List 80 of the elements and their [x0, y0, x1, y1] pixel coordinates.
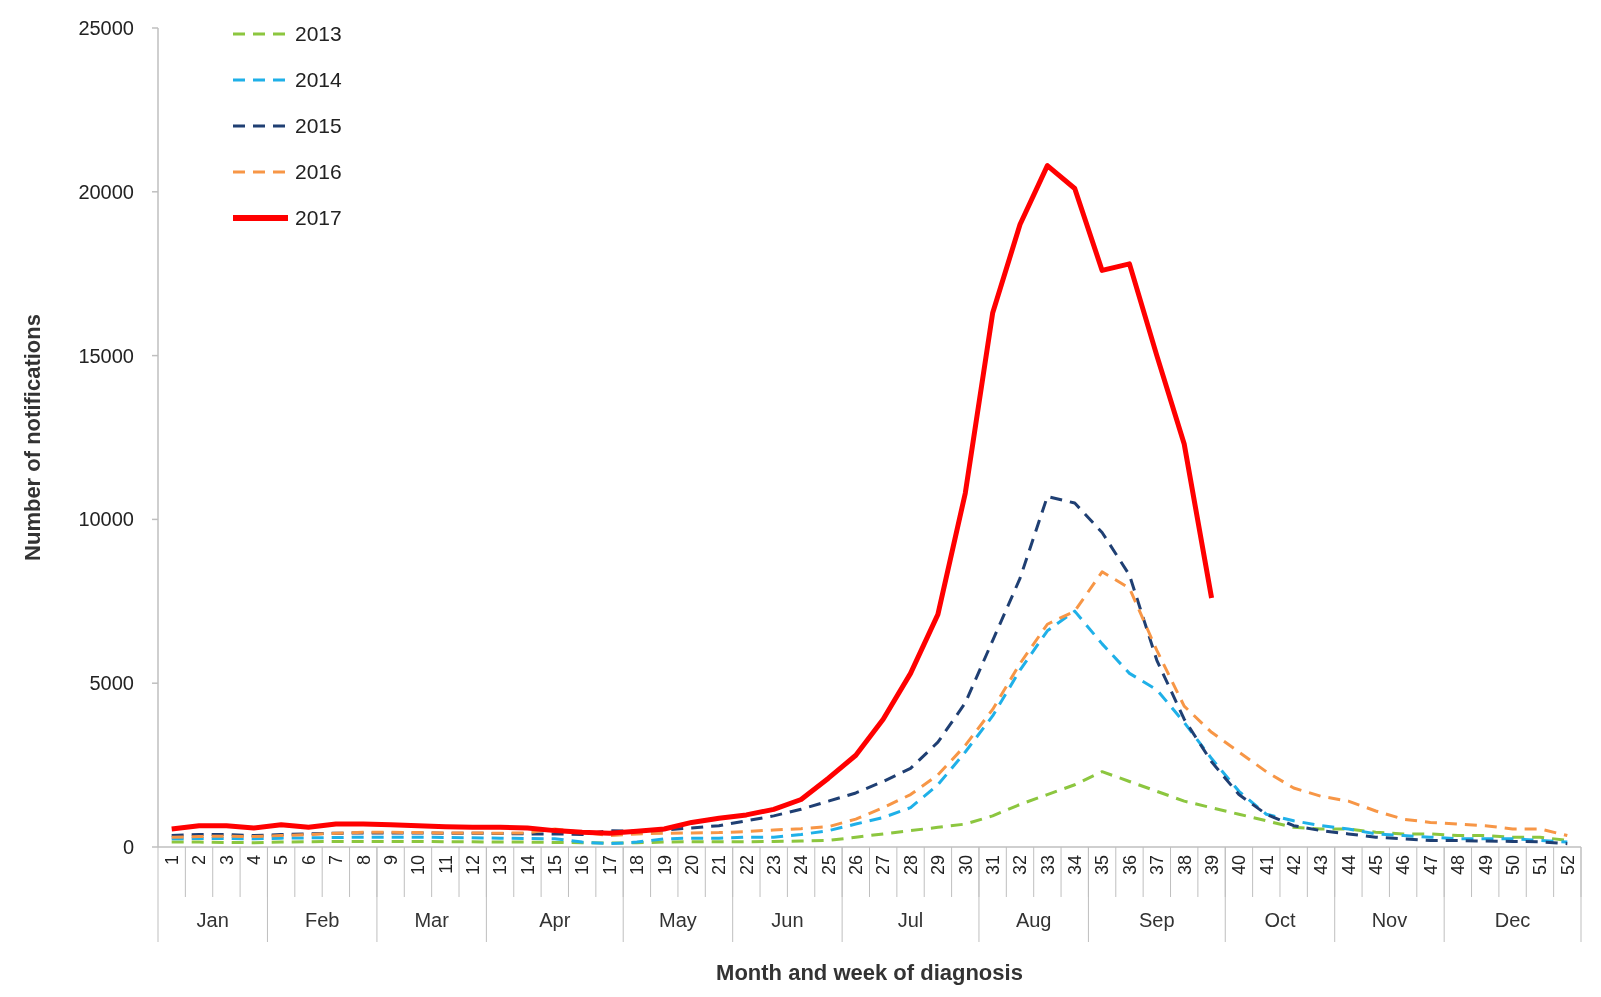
x-tick-label: 32	[1010, 855, 1031, 876]
x-tick-label: 51	[1530, 855, 1551, 876]
y-tick-label: 20000	[78, 180, 134, 203]
y-tick-label: 0	[122, 836, 134, 858]
y-tick-label: 10000	[78, 508, 134, 531]
x-tick-label: 46	[1393, 855, 1414, 876]
x-tick-label: 15	[545, 855, 566, 876]
x-tick-label: 17	[599, 855, 620, 876]
x-tick-label: 26	[846, 855, 867, 876]
x-tick-label: 42	[1283, 855, 1304, 876]
legend-label: 2017	[295, 206, 342, 230]
legend-label: 2014	[295, 68, 343, 92]
x-axis-title: Month and week of diagnosis	[716, 960, 1023, 985]
x-tick-label: 40	[1229, 855, 1250, 876]
x-tick-label: 1	[161, 855, 182, 866]
x-tick-label: 27	[873, 855, 894, 876]
text: Nov	[1371, 909, 1408, 931]
x-tick-label: 37	[1147, 855, 1168, 876]
text: Dec	[1494, 909, 1531, 931]
x-tick-label: 47	[1420, 855, 1441, 876]
text: Apr	[539, 909, 571, 931]
x-tick-label: 29	[928, 855, 949, 876]
legend-label: 2013	[295, 22, 342, 46]
x-tick-label: 23	[764, 855, 785, 876]
x-tick-label: 52	[1557, 855, 1578, 876]
x-tick-label: 6	[298, 855, 319, 866]
x-tick-label: 14	[517, 855, 538, 876]
x-tick-label: 2	[189, 855, 210, 866]
x-tick-label: 9	[380, 855, 401, 866]
x-tick-label: 24	[791, 855, 812, 876]
x-tick-label: 45	[1366, 855, 1387, 876]
x-tick-label: 21	[709, 855, 730, 876]
x-tick-label: 19	[654, 855, 675, 876]
legend-label: 2016	[295, 160, 342, 184]
x-tick-label: 5	[271, 855, 292, 866]
line-series	[170, 494, 1569, 846]
text: Aug	[1015, 909, 1052, 931]
text: Jun	[771, 909, 804, 931]
x-tick-label: 4	[244, 855, 265, 866]
text: Oct	[1264, 909, 1296, 931]
x-tick-label: 20	[681, 855, 702, 876]
x-tick-label: 39	[1201, 855, 1222, 876]
x-tick-label: 13	[490, 855, 511, 876]
x-tick-label: 31	[982, 855, 1003, 876]
x-tick-label: 3	[216, 855, 237, 866]
text: Feb	[304, 909, 340, 931]
x-tick-label: 25	[818, 855, 839, 876]
x-tick-label: 8	[353, 855, 374, 866]
x-tick-label: 49	[1475, 855, 1496, 876]
y-axis-title: Number of notifications	[20, 314, 45, 561]
line-series	[170, 570, 1569, 839]
y-tick-label: 25000	[78, 17, 134, 39]
x-tick-label: 28	[900, 855, 921, 876]
x-tick-label: 34	[1065, 855, 1086, 876]
y-tick-label: 15000	[78, 344, 134, 367]
legend-label: 2015	[295, 114, 342, 138]
text: Jan	[196, 909, 229, 931]
x-tick-label: 44	[1338, 855, 1359, 876]
x-tick-label: 30	[955, 855, 976, 876]
x-tick-label: 50	[1502, 855, 1523, 876]
x-tick-label: 38	[1174, 855, 1195, 876]
x-tick-label: 12	[463, 855, 483, 876]
x-tick-label: 10	[408, 855, 429, 876]
x-tick-label: 41	[1256, 855, 1277, 876]
x-tick-label: 11	[435, 855, 456, 874]
x-tick-label: 22	[736, 855, 757, 876]
x-tick-label: 33	[1037, 855, 1058, 876]
text: Mar	[414, 909, 450, 931]
x-tick-label: 16	[572, 855, 593, 876]
y-tick-label: 5000	[89, 672, 134, 695]
x-tick-label: 7	[326, 855, 347, 866]
x-tick-label: 48	[1448, 855, 1469, 876]
text: Jul	[897, 909, 924, 931]
line-series	[170, 609, 1569, 846]
x-tick-label: 36	[1119, 855, 1140, 876]
x-tick-label: 35	[1092, 855, 1113, 876]
text: Sep	[1139, 909, 1175, 931]
x-tick-label: 18	[627, 855, 648, 876]
x-tick-label: 43	[1311, 855, 1332, 876]
text: May	[659, 909, 697, 931]
